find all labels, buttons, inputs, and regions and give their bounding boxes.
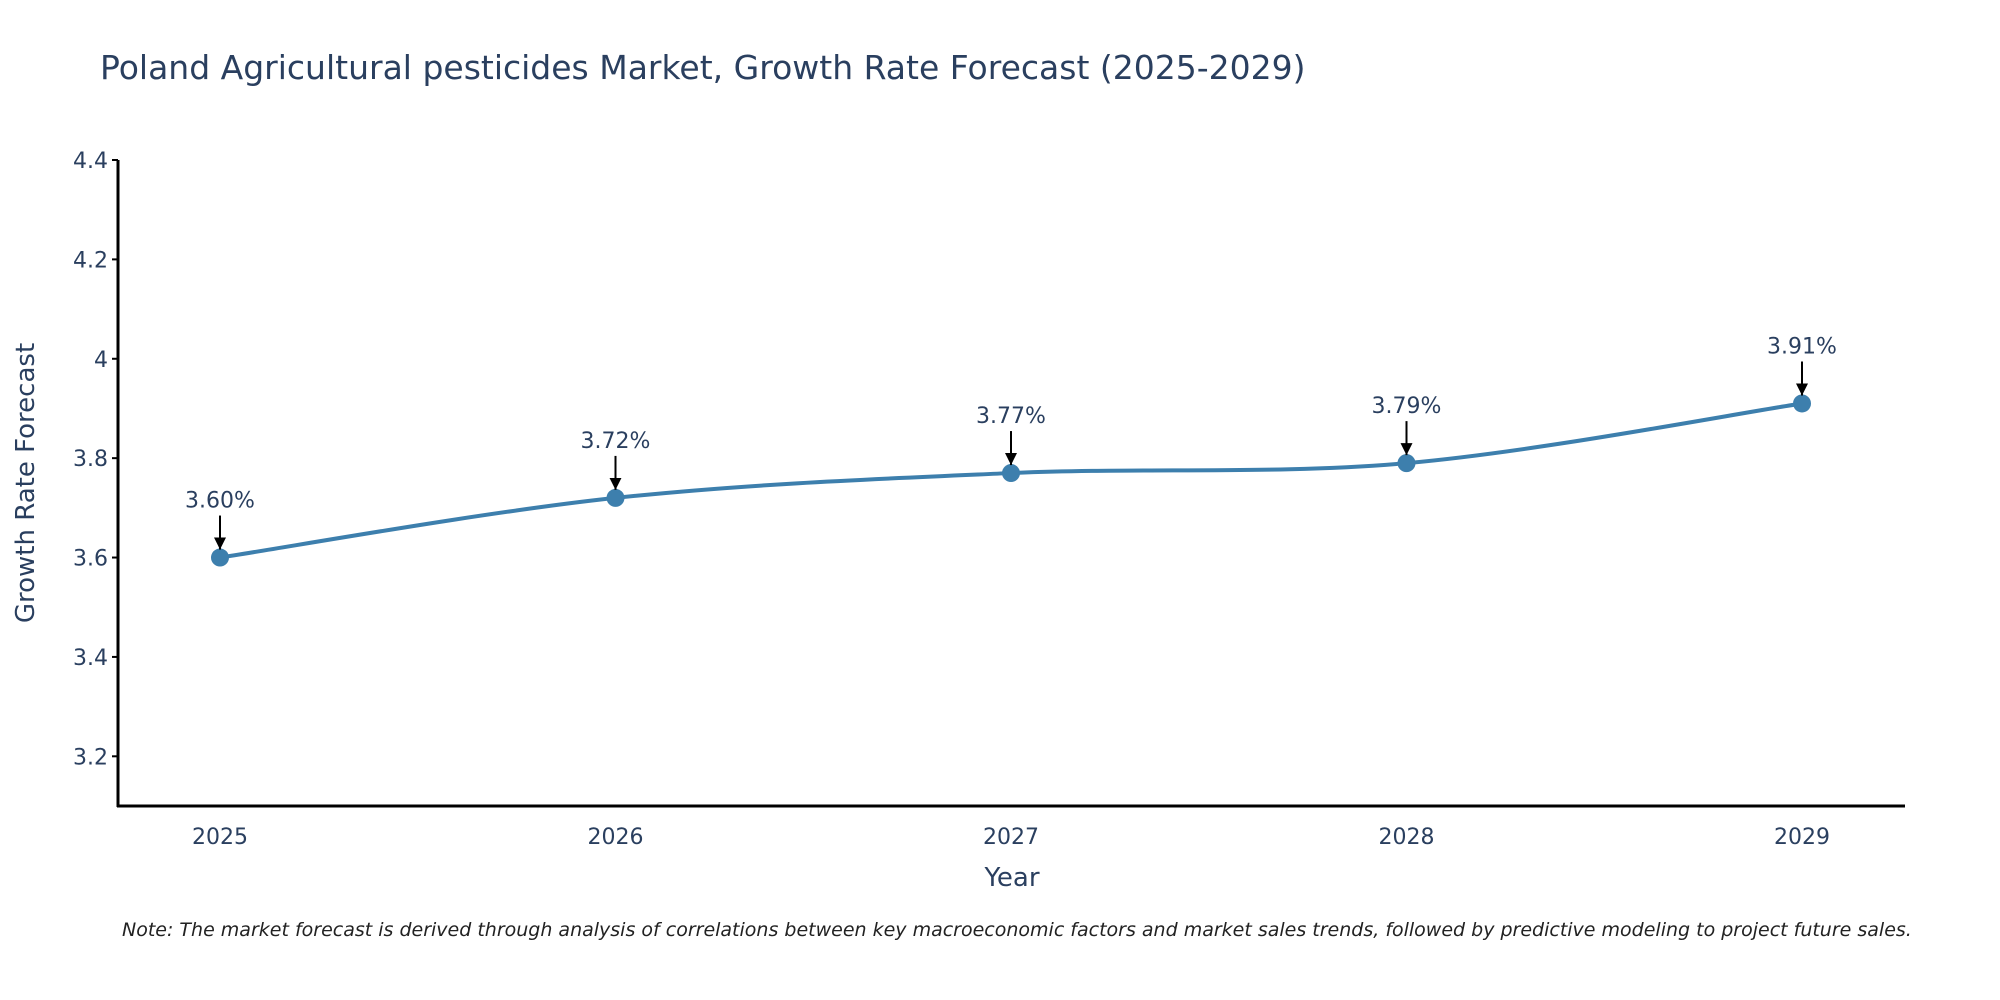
footnote: Note: The market forecast is derived thr… [122, 919, 1912, 941]
y-tick-label: 3.4 [73, 646, 108, 671]
y-axis: 3.2 3.4 3.6 3.8 4 4.2 4.4 [73, 149, 120, 807]
y-tick-label: 4.2 [73, 248, 108, 273]
series-growth-rate [211, 394, 1811, 567]
x-tick-label: 2027 [983, 825, 1039, 850]
data-point[interactable] [1002, 464, 1020, 483]
x-tick-label: 2029 [1774, 825, 1830, 850]
data-label: 3.91% [1767, 334, 1837, 359]
data-labels: 3.60% 3.72% 3.77% 3.79% 3.91% [185, 334, 1837, 550]
y-tick-label: 4 [94, 348, 108, 373]
x-tick-label: 2025 [192, 825, 248, 850]
data-label: 3.72% [581, 429, 651, 454]
data-point[interactable] [211, 548, 229, 567]
y-axis-title: Growth Rate Forecast [11, 343, 41, 623]
y-tick-label: 4.4 [73, 149, 108, 174]
chart-title: Poland Agricultural pesticides Market, G… [100, 48, 1306, 87]
x-tick-label: 2026 [588, 825, 644, 850]
data-point[interactable] [606, 488, 625, 507]
x-tick-label: 2028 [1379, 825, 1435, 850]
x-axis: 2025 2026 2027 2028 2029 [117, 804, 1905, 850]
data-point[interactable] [1397, 454, 1416, 473]
y-tick-label: 3.8 [73, 447, 108, 472]
y-tick-label: 3.2 [73, 745, 108, 770]
data-label: 3.79% [1372, 394, 1442, 419]
data-label: 3.60% [185, 489, 255, 514]
data-label: 3.77% [976, 404, 1046, 429]
x-axis-title: Year [983, 863, 1039, 893]
data-point[interactable] [1793, 394, 1811, 413]
y-tick-label: 3.6 [73, 547, 108, 572]
